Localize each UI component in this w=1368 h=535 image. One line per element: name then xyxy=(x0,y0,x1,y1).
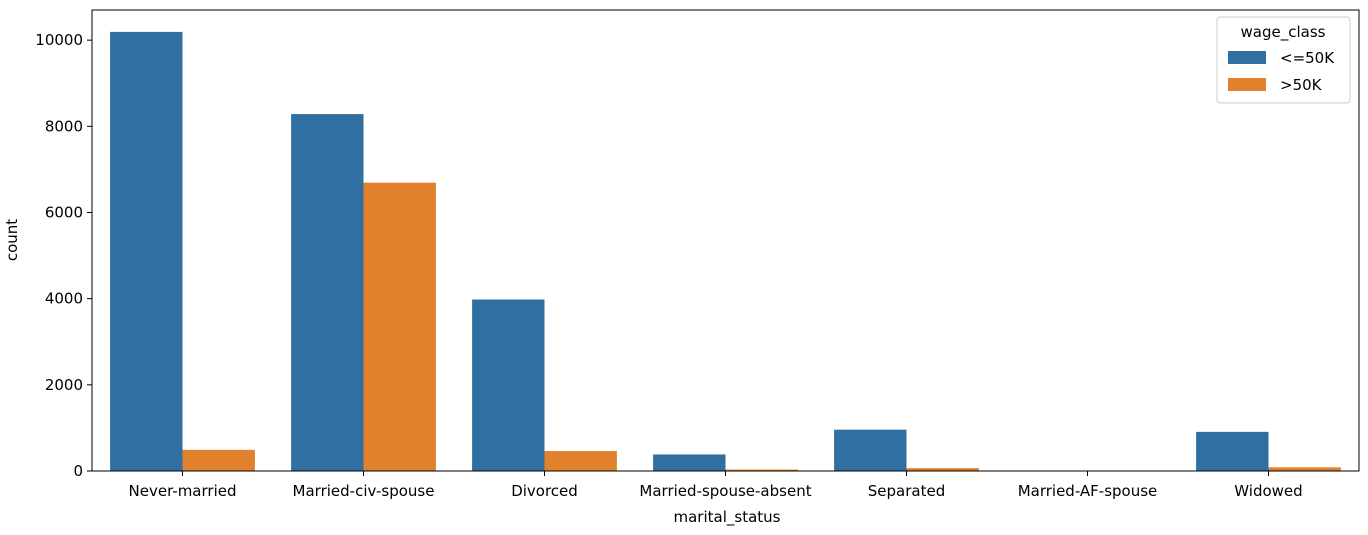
x-tick-label: Married-AF-spouse xyxy=(1018,482,1158,500)
bar-le50k-0 xyxy=(110,32,182,471)
bar-le50k-3 xyxy=(653,454,725,471)
legend-label-series-0: <=50K xyxy=(1280,49,1335,67)
y-tick-label: 4000 xyxy=(45,290,83,308)
legend-label-series-1: >50K xyxy=(1280,76,1323,94)
bar-le50k-2 xyxy=(472,300,544,471)
plot-frame xyxy=(92,10,1359,471)
legend-title: wage_class xyxy=(1241,23,1326,42)
legend-swatch-series-1 xyxy=(1228,78,1266,91)
x-tick-label: Widowed xyxy=(1234,482,1302,500)
legend: wage_class <=50K >50K xyxy=(1217,17,1350,103)
y-tick-label: 10000 xyxy=(35,31,83,49)
bar-gt50k-2 xyxy=(545,451,617,471)
x-tick-label: Married-spouse-absent xyxy=(639,482,811,500)
x-tick-label: Married-civ-spouse xyxy=(293,482,435,500)
bar-le50k-6 xyxy=(1196,432,1268,471)
y-tick-label: 2000 xyxy=(45,376,83,394)
y-tick-label: 8000 xyxy=(45,117,83,135)
bars-layer xyxy=(110,32,1341,471)
bar-gt50k-0 xyxy=(183,450,255,471)
x-tick-label: Never-married xyxy=(129,482,237,500)
x-tick-label: Divorced xyxy=(511,482,578,500)
y-tick-label: 6000 xyxy=(45,203,83,221)
legend-swatch-series-0 xyxy=(1228,51,1266,64)
bar-gt50k-6 xyxy=(1269,467,1341,471)
bar-le50k-1 xyxy=(291,114,363,471)
y-tick-label: 0 xyxy=(73,462,83,480)
bar-le50k-4 xyxy=(834,430,906,471)
y-axis-label: count xyxy=(3,219,21,261)
axes-layer: 0 2000 4000 6000 8000 10000 Never-married Marri… xyxy=(35,10,1359,500)
x-axis-label: marital_status xyxy=(674,508,781,527)
bar-gt50k-1 xyxy=(364,183,436,471)
x-tick-label: Separated xyxy=(868,482,945,500)
